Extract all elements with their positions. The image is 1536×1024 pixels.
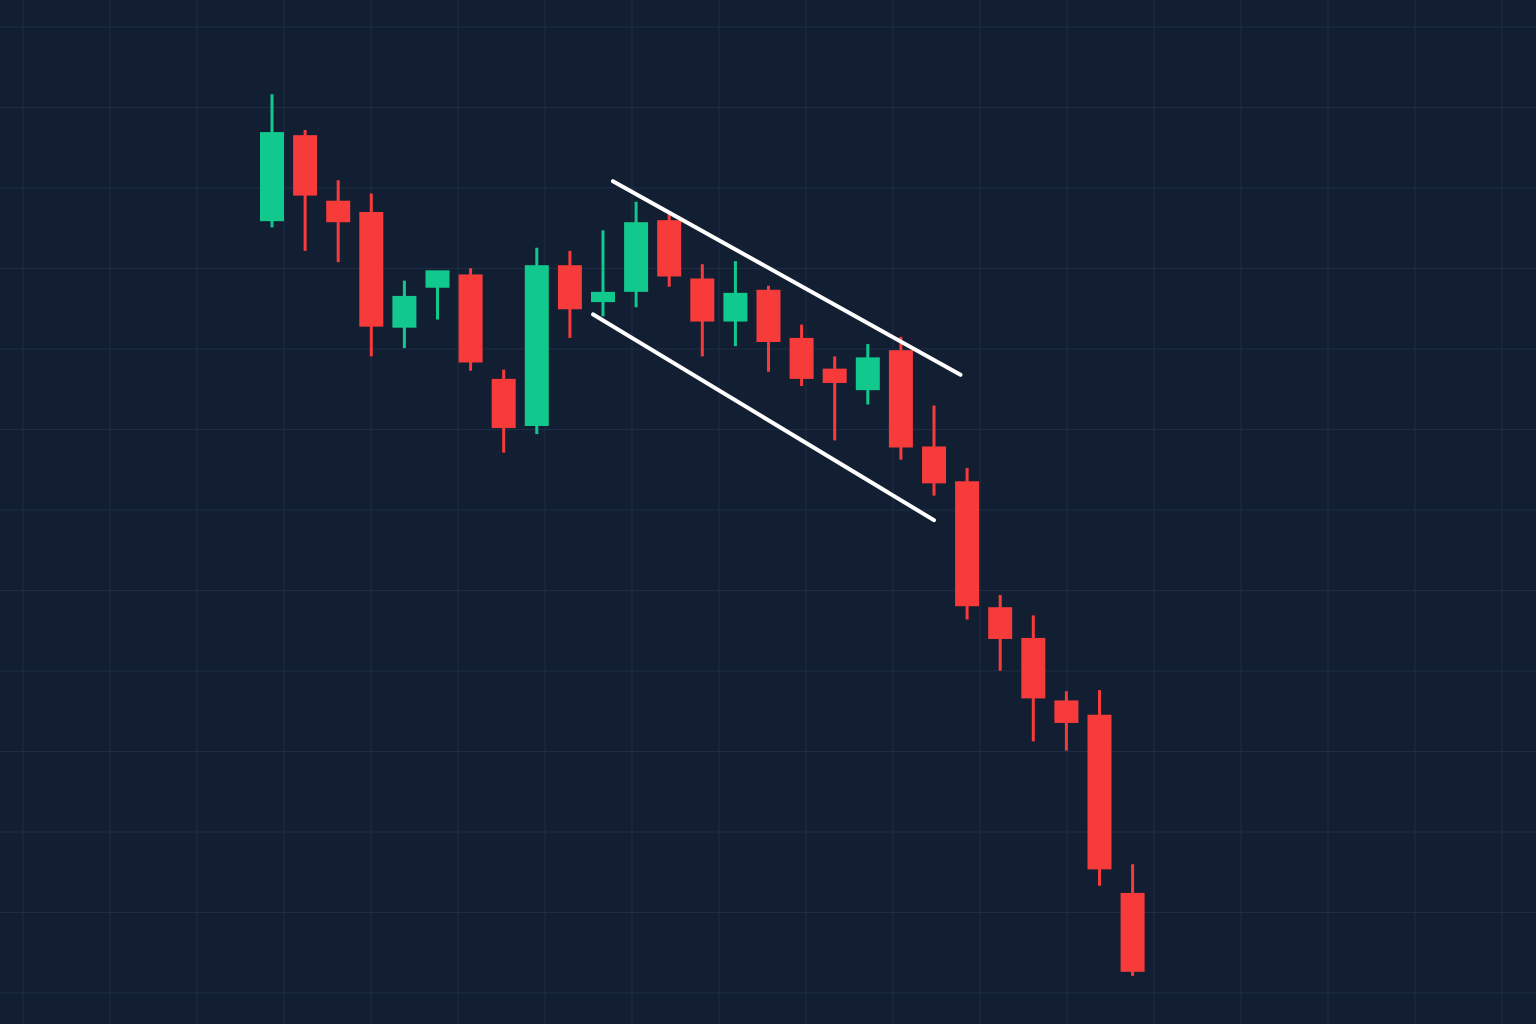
- candle-bullish: [624, 201, 649, 308]
- candle-body: [1120, 892, 1145, 972]
- candle-bullish: [855, 344, 880, 405]
- candles: [260, 94, 1145, 976]
- candle-bearish: [491, 369, 516, 453]
- candle-body: [723, 292, 748, 322]
- candle-body: [392, 295, 417, 328]
- candle-bearish: [955, 467, 980, 620]
- candle-bearish: [822, 356, 847, 441]
- candle-bullish: [260, 94, 284, 228]
- candle-body: [293, 135, 318, 196]
- candle-body: [888, 350, 913, 448]
- candle-body: [326, 200, 351, 223]
- candle-bearish: [922, 405, 946, 496]
- candle-body: [789, 337, 814, 379]
- candle-body: [988, 607, 1013, 639]
- channel-line-upper: [610, 179, 963, 377]
- candle-bullish: [392, 280, 417, 349]
- channel-lines: [591, 179, 963, 523]
- candle-body: [922, 446, 946, 484]
- candle-bearish: [1120, 864, 1145, 976]
- candle-body: [458, 274, 483, 363]
- candle-body: [822, 368, 847, 383]
- candle-bullish: [591, 230, 615, 317]
- candle-bearish: [756, 285, 781, 372]
- candle-bullish: [425, 270, 450, 320]
- candle-bearish: [359, 193, 384, 357]
- candle-body: [690, 278, 715, 322]
- candle-bullish: [723, 261, 748, 347]
- candle-bearish: [888, 336, 913, 460]
- candle-body: [260, 132, 284, 222]
- candle-body: [756, 289, 781, 343]
- candle-body: [591, 291, 615, 303]
- candle-body: [657, 220, 682, 277]
- candle-bearish: [326, 180, 351, 263]
- candle-body: [524, 265, 549, 426]
- candle-bearish: [657, 211, 682, 287]
- candle-body: [1054, 700, 1079, 723]
- candle-bearish: [557, 250, 582, 338]
- candle-bearish: [690, 264, 715, 357]
- candle-body: [557, 265, 582, 310]
- candle-bearish: [988, 594, 1013, 671]
- candle-body: [425, 270, 450, 288]
- candle-body: [1021, 637, 1046, 699]
- candle-bearish: [293, 130, 318, 251]
- candle-body: [359, 211, 384, 327]
- candle-bullish: [524, 247, 549, 435]
- candle-body: [624, 222, 649, 292]
- candle-bearish: [1087, 690, 1112, 886]
- candle-body: [855, 357, 880, 391]
- candle-bearish: [789, 324, 814, 387]
- candle-bearish: [1021, 615, 1046, 742]
- channel-line-lower: [591, 312, 936, 523]
- candle-body: [1087, 714, 1112, 870]
- candle-bearish: [458, 268, 483, 371]
- candle-bearish: [1054, 691, 1079, 751]
- candle-body: [955, 481, 980, 607]
- candle-body: [491, 378, 516, 429]
